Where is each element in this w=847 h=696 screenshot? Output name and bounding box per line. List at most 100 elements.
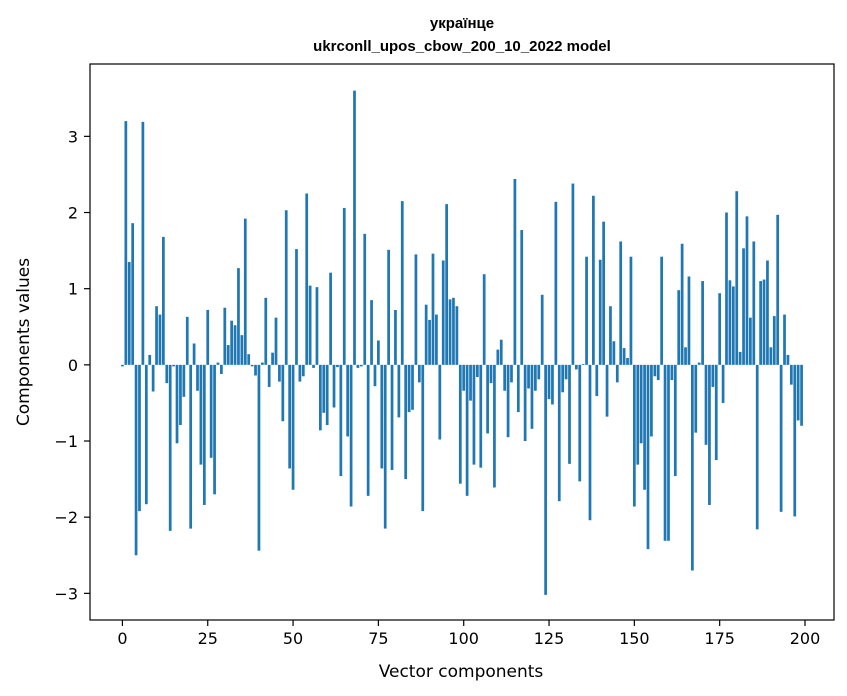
bar — [455, 306, 459, 365]
bar — [428, 319, 431, 365]
bar — [377, 340, 380, 365]
bar — [619, 241, 623, 365]
bar — [383, 364, 387, 529]
bar — [650, 364, 653, 437]
bar — [216, 362, 220, 365]
bar — [793, 364, 797, 517]
bar — [366, 364, 370, 496]
bar — [602, 221, 605, 365]
bar — [656, 364, 660, 381]
bar — [284, 210, 288, 365]
chart-subtitle: ukrconll_upos_cbow_200_10_2022 model — [313, 38, 611, 55]
bar — [731, 286, 735, 365]
y-axis-ticks: −3 −2 −1 0 1 2 3 — [54, 127, 90, 603]
x-tick-label: 25 — [198, 629, 218, 648]
bar — [359, 364, 363, 367]
y-tick-label: 1 — [68, 280, 78, 299]
bar — [527, 364, 530, 389]
bar — [315, 287, 319, 365]
bar — [557, 364, 561, 502]
bar — [721, 364, 725, 403]
bar — [609, 306, 612, 365]
bar — [735, 191, 739, 365]
bar — [414, 254, 418, 365]
bar — [547, 364, 551, 400]
bar — [260, 362, 264, 365]
bar — [520, 230, 524, 365]
bar — [718, 293, 722, 365]
bar — [469, 364, 472, 401]
bar — [240, 335, 244, 365]
bar — [394, 310, 397, 365]
bar — [308, 285, 312, 365]
bar — [407, 364, 411, 413]
bar — [155, 306, 158, 365]
bar — [762, 279, 766, 365]
bar — [697, 362, 701, 365]
bar — [267, 364, 271, 387]
bar — [196, 364, 199, 391]
bar — [185, 316, 189, 365]
bar — [435, 314, 438, 365]
bar — [325, 364, 329, 426]
chart-title: українце — [430, 15, 494, 32]
bar — [438, 364, 442, 440]
x-axis-label: Vector components — [379, 662, 544, 682]
bar — [592, 195, 595, 365]
bar — [144, 364, 148, 505]
bar — [537, 364, 541, 380]
bar — [694, 364, 698, 433]
bar — [786, 354, 790, 365]
bar — [411, 364, 414, 410]
bar — [653, 364, 657, 377]
bar — [506, 364, 510, 438]
bar — [373, 364, 377, 387]
bar — [400, 201, 404, 365]
bar — [643, 364, 646, 490]
bar — [346, 364, 350, 437]
bar — [738, 351, 742, 365]
y-tick-label: 0 — [68, 356, 78, 375]
bar — [499, 339, 503, 365]
bar — [766, 260, 769, 365]
bar — [585, 256, 588, 365]
bar — [189, 364, 193, 529]
bar — [598, 259, 602, 365]
bar — [663, 364, 667, 541]
bar — [134, 364, 138, 556]
bar — [192, 343, 196, 365]
bar — [387, 249, 390, 365]
bar — [363, 233, 367, 365]
bar — [168, 364, 172, 531]
bar — [213, 364, 216, 495]
bar — [544, 364, 547, 595]
bar — [667, 364, 670, 541]
x-tick-label: 100 — [448, 629, 479, 648]
bar — [551, 364, 554, 405]
bar — [404, 364, 408, 480]
bar — [458, 364, 462, 484]
bar — [516, 364, 520, 413]
bar — [540, 294, 544, 365]
bar — [356, 364, 360, 368]
bar — [424, 304, 428, 365]
bar — [629, 256, 633, 365]
bar — [615, 364, 619, 383]
bar — [646, 364, 650, 550]
bar — [199, 364, 203, 465]
x-tick-label: 50 — [283, 629, 303, 648]
bar — [257, 364, 261, 551]
bar — [390, 364, 394, 470]
bar — [534, 364, 537, 391]
bar — [288, 364, 292, 469]
bar — [486, 364, 489, 434]
bar — [421, 364, 425, 512]
x-tick-label: 0 — [117, 629, 127, 648]
bar — [493, 364, 496, 488]
bar — [660, 256, 664, 365]
bar — [339, 364, 343, 477]
bar — [776, 214, 780, 365]
bar — [755, 364, 759, 530]
bar — [148, 354, 152, 365]
